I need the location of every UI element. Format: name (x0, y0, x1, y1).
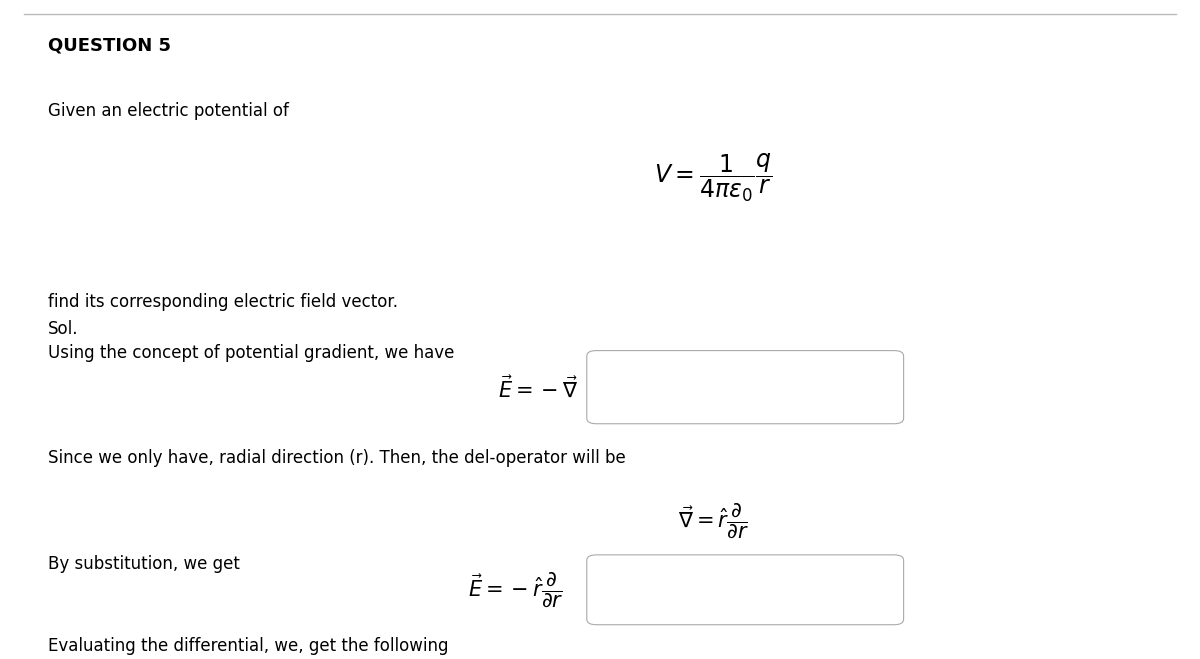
Text: find its corresponding electric field vector.: find its corresponding electric field ve… (48, 293, 398, 311)
Text: Given an electric potential of: Given an electric potential of (48, 102, 289, 120)
Text: $\vec{\nabla} = \hat{r}\dfrac{\partial}{\partial r}$: $\vec{\nabla} = \hat{r}\dfrac{\partial}{… (678, 501, 749, 540)
Text: By substitution, we get: By substitution, we get (48, 555, 240, 573)
Text: QUESTION 5: QUESTION 5 (48, 36, 172, 54)
FancyBboxPatch shape (587, 351, 904, 424)
Text: Using the concept of potential gradient, we have: Using the concept of potential gradient,… (48, 344, 455, 362)
Text: Sol.: Sol. (48, 320, 78, 337)
Text: $V = \dfrac{1}{4\pi\varepsilon_0}\dfrac{q}{r}$: $V = \dfrac{1}{4\pi\varepsilon_0}\dfrac{… (654, 152, 773, 204)
Text: $\vec{E} = -\hat{r}\dfrac{\partial}{\partial r}$: $\vec{E} = -\hat{r}\dfrac{\partial}{\par… (468, 571, 564, 609)
FancyBboxPatch shape (587, 555, 904, 625)
Text: Since we only have, radial direction (r). Then, the del-operator will be: Since we only have, radial direction (r)… (48, 449, 625, 467)
Text: Evaluating the differential, we, get the following: Evaluating the differential, we, get the… (48, 637, 449, 655)
Text: $\vec{E} = -\vec{\nabla}$: $\vec{E} = -\vec{\nabla}$ (498, 376, 578, 402)
